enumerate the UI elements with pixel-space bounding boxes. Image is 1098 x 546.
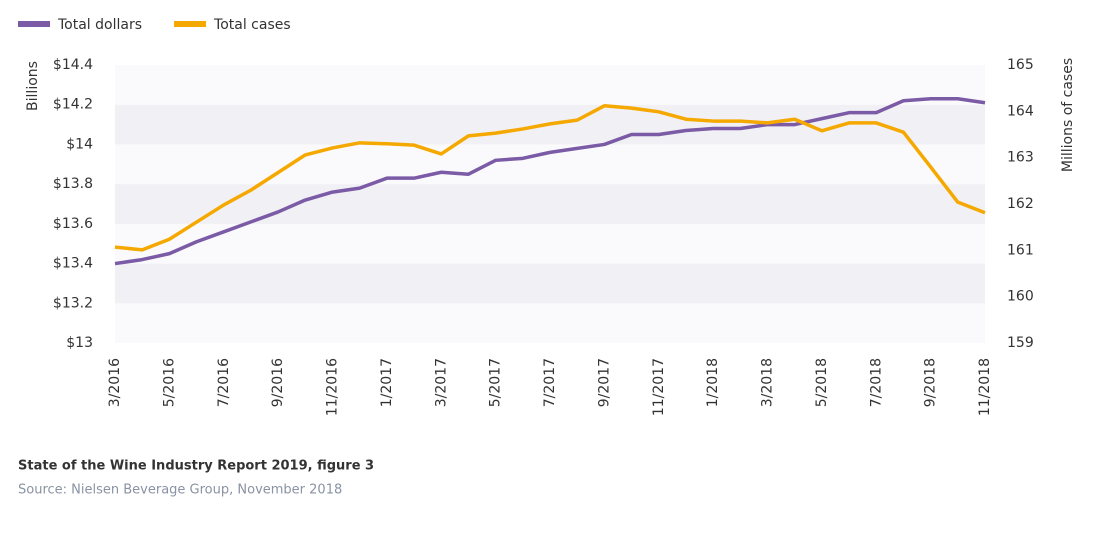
x-tick-label: 11/2016 bbox=[325, 358, 341, 416]
x-tick-label: 5/2017 bbox=[488, 358, 504, 407]
y-axis-title: Billions bbox=[25, 61, 41, 111]
x-tick-label: 3/2017 bbox=[433, 358, 449, 407]
x-tick-label: 11/2018 bbox=[977, 358, 993, 416]
grid-band bbox=[115, 65, 985, 105]
series-line bbox=[114, 104, 986, 252]
y2-tick-label: 163 bbox=[1007, 150, 1034, 166]
x-tick-label: 9/2017 bbox=[596, 358, 612, 407]
grid-band bbox=[115, 303, 985, 343]
x-tick-label: 3/2018 bbox=[760, 358, 776, 407]
x-tick-label: 1/2017 bbox=[379, 358, 395, 407]
grid-band bbox=[115, 144, 985, 185]
x-tick-label: 9/2016 bbox=[270, 358, 286, 407]
x-tick-label: 5/2018 bbox=[814, 358, 830, 407]
x-tick-label: 11/2017 bbox=[651, 358, 667, 416]
x-tick-label: 3/2016 bbox=[107, 358, 123, 407]
y2-tick-label: 164 bbox=[1007, 103, 1034, 119]
legend-swatch bbox=[174, 21, 207, 27]
legend-swatch bbox=[18, 21, 50, 27]
y2-tick-label: 160 bbox=[1007, 289, 1034, 305]
y2-tick-label: 159 bbox=[1007, 335, 1034, 351]
x-tick-label: 7/2016 bbox=[216, 358, 232, 407]
y-tick-label: $13.6 bbox=[53, 216, 93, 232]
grid-band bbox=[115, 223, 985, 264]
y2-tick-label: 165 bbox=[1007, 57, 1034, 73]
legend-label: Total dollars bbox=[57, 17, 142, 33]
y-tick-label: $13 bbox=[66, 335, 93, 351]
x-tick-label: 1/2018 bbox=[705, 358, 721, 407]
y2-tick-label: 161 bbox=[1007, 242, 1034, 258]
y-tick-label: $14 bbox=[66, 136, 93, 152]
y-tick-label: $13.4 bbox=[53, 256, 93, 272]
y-tick-label: $13.2 bbox=[53, 295, 93, 311]
source: Source: Nielsen Beverage Group, November… bbox=[18, 483, 342, 498]
y2-axis-title: Millions of cases bbox=[1060, 58, 1076, 172]
caption: State of the Wine Industry Report 2019, … bbox=[18, 459, 374, 474]
y2-tick-label: 162 bbox=[1007, 196, 1034, 212]
y-tick-label: $14.2 bbox=[53, 97, 93, 113]
x-tick-label: 7/2017 bbox=[542, 358, 558, 407]
grid-band bbox=[115, 184, 985, 224]
grid-band bbox=[115, 263, 985, 304]
x-tick-label: 9/2018 bbox=[923, 358, 939, 407]
x-tick-label: 7/2018 bbox=[868, 358, 884, 407]
y-tick-label: $13.8 bbox=[53, 176, 93, 192]
y-tick-label: $14.4 bbox=[53, 57, 93, 73]
series-line bbox=[114, 97, 986, 266]
legend-label: Total cases bbox=[213, 17, 291, 33]
x-tick-label: 5/2016 bbox=[161, 358, 177, 407]
